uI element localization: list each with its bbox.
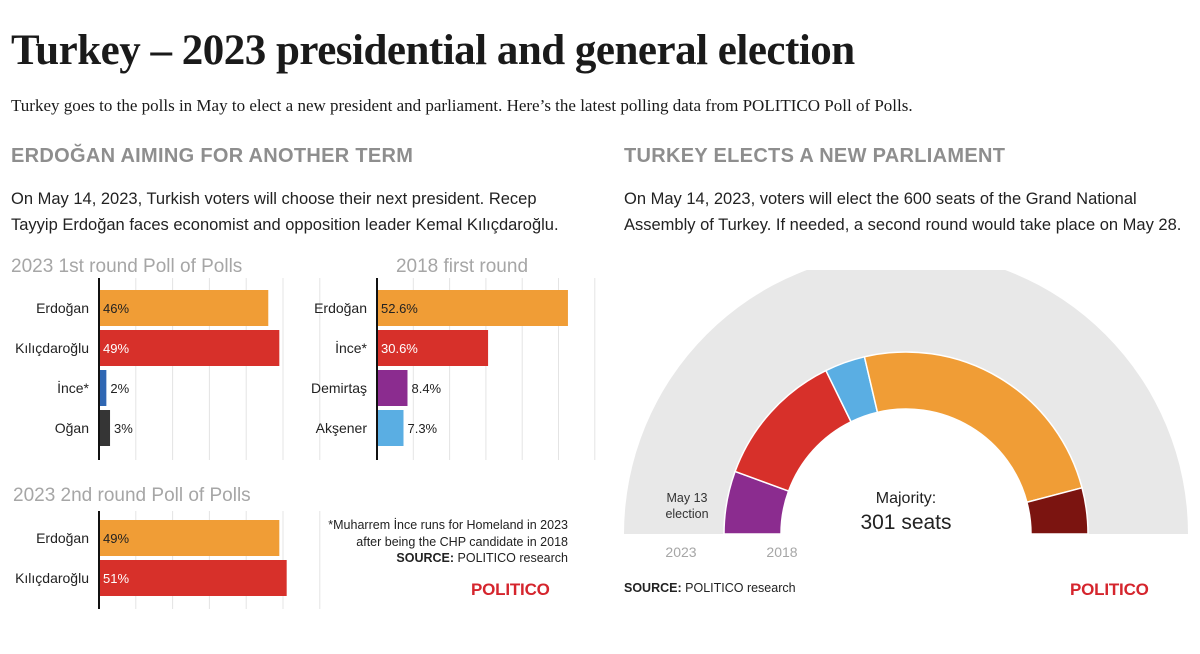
footnote-line-1: *Muharrem İnce runs for Homeland in 2023	[328, 518, 568, 532]
bar-value-label: 3%	[114, 421, 133, 436]
bar-value-label: 49%	[103, 341, 129, 356]
intro-text: Turkey goes to the polls in May to elect…	[11, 96, 913, 115]
bar	[99, 330, 280, 366]
bar	[377, 370, 408, 406]
right-source: SOURCE: POLITICO research	[624, 581, 796, 595]
footnote-line-2: after being the CHP candidate in 2018	[356, 534, 568, 549]
bar-category-label: Erdoğan	[36, 300, 89, 316]
bar-category-label: Demirtaş	[311, 380, 367, 396]
chart-1-bars: Erdoğan 46% Kılıçdaroğlu 49% İnce* 2% Oğan 3%	[15, 290, 280, 446]
chart-2018-first-round: 2018 first round Erdoğan 52.6% İnce* 30.6% D…	[311, 256, 596, 460]
bar-category-label: Erdoğan	[314, 300, 367, 316]
bar-value-label: 52.6%	[381, 301, 418, 316]
parliament-chart: May 13 election Majority: 301 seats 2023…	[624, 270, 1188, 560]
bar-value-label: 51%	[103, 571, 129, 586]
left-source-text: POLITICO research	[454, 551, 568, 565]
chart-2nd-round-2023: 2023 2nd round Poll of Polls Erdoğan 49% K…	[13, 485, 321, 609]
majority-label: Majority:	[876, 490, 936, 507]
bar	[99, 290, 269, 326]
bar	[99, 560, 287, 596]
arc-2023-label-line-2: election	[665, 507, 708, 521]
bar-value-label: 7.3%	[407, 421, 437, 436]
bar-category-label: Erdoğan	[36, 530, 89, 546]
bar-value-label: 8.4%	[411, 381, 441, 396]
left-source: SOURCE: POLITICO research	[290, 550, 568, 567]
left-source-label: SOURCE:	[396, 551, 455, 565]
bar-value-label: 30.6%	[381, 341, 418, 356]
arc-2018-seats	[723, 351, 1089, 535]
arc-2023-label-line-1: May 13	[667, 491, 708, 505]
footnote: *Muharrem İnce runs for Homeland in 2023…	[290, 517, 568, 567]
seat-slice	[1025, 486, 1089, 535]
bar	[99, 370, 107, 406]
axis-label-2018: 2018	[766, 544, 797, 560]
left-section-paragraph: On May 14, 2023, Turkish voters will cho…	[11, 190, 559, 234]
left-section-heading: ERDOĞAN AIMING FOR ANOTHER TERM	[11, 145, 414, 167]
left-politico-logo[interactable]: POLITICO	[471, 580, 550, 599]
page-title: Turkey – 2023 presidential and general e…	[11, 27, 855, 74]
bar-category-label: Kılıçdaroğlu	[15, 340, 89, 356]
bar-category-label: Akşener	[316, 420, 368, 436]
bar-value-label: 2%	[110, 381, 129, 396]
bar-value-label: 46%	[103, 301, 129, 316]
right-section-heading: TURKEY ELECTS A NEW PARLIAMENT	[624, 145, 1006, 167]
chart-3-bars: Erdoğan 49% Kılıçdaroğlu 51%	[15, 520, 287, 596]
chart-3-title: 2023 2nd round Poll of Polls	[13, 485, 251, 506]
bar	[377, 330, 489, 366]
seat-slice	[863, 351, 1083, 504]
chart-1-title: 2023 1st round Poll of Polls	[11, 256, 242, 277]
right-source-text: POLITICO research	[681, 581, 796, 595]
chart-2-bars: Erdoğan 52.6% İnce* 30.6% Demirtaş 8.4% Akşene…	[311, 290, 568, 446]
bar	[99, 520, 280, 556]
axis-label-2023: 2023	[665, 544, 696, 560]
chart-1-gridlines	[135, 278, 321, 460]
bar-category-label: İnce*	[57, 379, 89, 396]
right-section-paragraph: On May 14, 2023, voters will elect the 6…	[624, 190, 1182, 234]
majority-seats: 301 seats	[860, 511, 951, 534]
bar-value-label: 49%	[103, 531, 129, 546]
bar	[99, 410, 111, 446]
bar-category-label: Kılıçdaroğlu	[15, 570, 89, 586]
chart-1st-round-2023: 2023 1st round Poll of Polls Erdoğan 46% K…	[11, 256, 321, 460]
right-politico-logo[interactable]: POLITICO	[1070, 580, 1149, 599]
chart-2-title: 2018 first round	[396, 256, 528, 277]
bar	[377, 410, 404, 446]
bar	[377, 290, 568, 326]
right-source-label: SOURCE:	[624, 581, 682, 595]
bar-category-label: İnce*	[335, 339, 367, 356]
bar-category-label: Oğan	[55, 420, 89, 436]
presidential-charts: 2023 1st round Poll of Polls Erdoğan 46% K…	[11, 256, 596, 609]
